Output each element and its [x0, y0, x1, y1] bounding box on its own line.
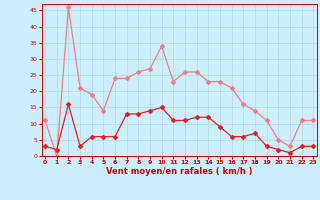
- X-axis label: Vent moyen/en rafales ( km/h ): Vent moyen/en rafales ( km/h ): [106, 167, 252, 176]
